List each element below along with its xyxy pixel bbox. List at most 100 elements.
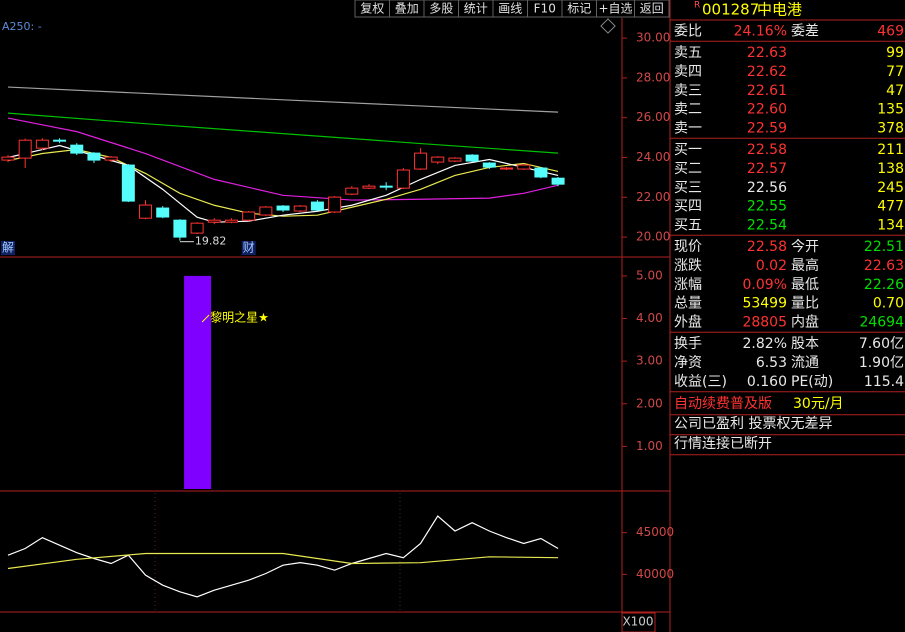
toolbar-label[interactable]: 返回 — [640, 2, 664, 16]
quote-label: 委差 — [791, 23, 819, 39]
quote-value: 138 — [877, 161, 904, 177]
annotation-label: 19.82 — [195, 235, 227, 248]
quote-label: 流通 — [791, 355, 819, 371]
quote-label: 最低 — [791, 277, 819, 293]
quote-value: 22.59 — [747, 120, 787, 136]
quote-label: 最高 — [791, 257, 819, 274]
unit-box — [621, 612, 656, 632]
quote-label: 现价 — [674, 239, 702, 255]
quote-value: 115.4 — [864, 374, 904, 390]
quote-value: 22.54 — [747, 217, 787, 233]
bar — [184, 275, 212, 489]
quote-value: 7.60亿 — [859, 336, 904, 352]
indicator-label: A250: - — [2, 20, 42, 33]
y-tick-label: 45000 — [636, 525, 674, 539]
quote-label: 量比 — [791, 296, 819, 312]
stock-name: 中电港 — [757, 1, 802, 19]
quote-label: 公司已盈利 投票权无差异 — [674, 416, 832, 432]
candle-body — [500, 167, 514, 170]
toolbar-label[interactable]: F10 — [534, 2, 556, 16]
annotation-label: 黎明之星★ — [210, 311, 269, 325]
y-tick-label: 2.00 — [636, 396, 663, 410]
quote-value: 245 — [877, 180, 904, 196]
quote-value: 77 — [886, 64, 904, 80]
quote-value: 2.82% — [743, 336, 787, 352]
indicator-line — [7, 552, 559, 570]
y-tick-label: 4.00 — [636, 311, 663, 325]
candle-body — [121, 164, 135, 202]
quote-value: 22.61 — [747, 83, 787, 99]
y-tick-label: 20.00 — [636, 230, 670, 244]
y-tick-label: 1.00 — [636, 439, 663, 453]
y-tick-label: 24.00 — [636, 150, 670, 164]
candle-body — [293, 205, 307, 212]
quote-label: 外盘 — [674, 313, 702, 330]
quote-value: 135 — [877, 102, 904, 118]
quote-value: 22.60 — [747, 102, 787, 118]
quote-value: 22.26 — [864, 277, 904, 293]
quote-value: 24694 — [859, 314, 904, 330]
toolbar-label[interactable]: 复权 — [360, 2, 384, 16]
candle-body — [242, 211, 256, 221]
quote-value: 24.16% — [734, 23, 787, 39]
quote-value: 1.90亿 — [859, 355, 904, 371]
quote-label: 买二 — [674, 161, 702, 177]
quote-label: 涨幅 — [674, 277, 702, 293]
candle-body — [87, 152, 101, 161]
quote-label: 买三 — [674, 180, 702, 196]
indicator-line — [7, 117, 559, 201]
quote-label: 自动续费普及版 — [674, 395, 772, 412]
quote-value: 22.62 — [747, 64, 787, 80]
quote-value: 477 — [877, 199, 904, 215]
settings-icon[interactable] — [600, 18, 616, 34]
y-tick-label: 26.00 — [636, 110, 670, 124]
candle-body — [207, 219, 221, 223]
candle-body — [259, 206, 273, 216]
candle-body — [534, 167, 548, 178]
candle-body — [448, 157, 462, 162]
quote-value: 22.51 — [864, 239, 904, 255]
quote-label: 收益(三) — [674, 374, 727, 390]
candle-body — [35, 139, 49, 149]
candle-body — [345, 187, 359, 195]
y-tick-label: 30.00 — [636, 31, 670, 45]
y-tick-label: 40000 — [636, 567, 674, 581]
toolbar-label[interactable]: 标记 — [567, 2, 591, 16]
candle-body — [104, 156, 118, 161]
candle-body — [517, 164, 531, 170]
quote-label: 总量 — [674, 296, 702, 312]
indicator-line — [7, 112, 559, 154]
quote-label: 净资 — [674, 355, 702, 371]
y-tick-label: 3.00 — [636, 354, 663, 368]
quote-value: 22.56 — [747, 180, 787, 196]
event-label: 财 — [243, 241, 255, 255]
candle-body — [1, 156, 15, 161]
candle-body — [173, 219, 187, 238]
toolbar-label[interactable]: 统计 — [464, 2, 488, 16]
candle-body — [156, 207, 170, 218]
quote-label: 买一 — [674, 142, 702, 158]
event-tag — [1, 241, 15, 255]
y-tick-label: 22.00 — [636, 190, 670, 204]
toolbar-label[interactable]: 画线 — [498, 2, 522, 16]
candle-body — [379, 185, 393, 188]
quote-label: 涨跌 — [674, 258, 702, 274]
quote-label: 股本 — [791, 336, 819, 352]
quote-value: 22.58 — [747, 142, 787, 158]
quote-value: 134 — [877, 217, 904, 233]
toolbar-button[interactable] — [634, 0, 670, 18]
quote-label: 换手 — [674, 335, 702, 352]
candle-body — [482, 162, 496, 168]
candle-body — [362, 185, 376, 189]
candle-body — [190, 222, 204, 234]
indicator-line — [7, 515, 559, 598]
toolbar-label[interactable]: 叠加 — [395, 2, 419, 16]
unit-label: X100 — [622, 615, 653, 629]
toolbar-label[interactable]: +自选 — [598, 2, 632, 16]
quote-value: 6.53 — [756, 355, 787, 371]
quote-label: 委比 — [674, 23, 702, 39]
quote-label: 买四 — [674, 199, 702, 215]
toolbar-label[interactable]: 多股 — [429, 2, 453, 16]
stock-code: 001287 — [702, 1, 759, 19]
